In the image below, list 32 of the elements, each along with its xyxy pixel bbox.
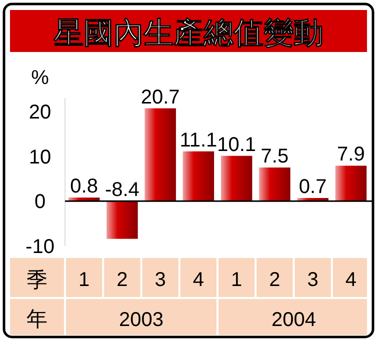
text: 2003 — [119, 309, 164, 331]
x-tick-label: 3 — [154, 269, 166, 291]
x-axis-title: 季 — [26, 268, 48, 292]
text: 年 — [26, 307, 48, 331]
bar — [335, 166, 367, 202]
data-label: 7.9 — [337, 144, 365, 166]
bar — [220, 156, 252, 202]
text: 2004 — [272, 309, 316, 331]
bar — [106, 201, 138, 239]
data-label: 7.5 — [260, 146, 289, 168]
x-tick-label: 2 — [269, 269, 280, 291]
y-tick-label: 20 — [28, 101, 52, 124]
y-tick-label: 10 — [28, 146, 52, 168]
x-tick-label: 2 — [116, 269, 128, 291]
x-tick-label: 1 — [231, 269, 242, 291]
title: 星國內生產總值變動 — [54, 16, 324, 51]
x-tick-label: 3 — [307, 269, 318, 291]
y-tick-label: -10 — [26, 236, 54, 258]
x-tick-label: 4 — [192, 269, 204, 291]
x-tick-label: 4 — [345, 269, 356, 291]
data-label: 20.7 — [140, 86, 180, 108]
x-tick-label: 1 — [78, 269, 90, 291]
data-label: 0.7 — [298, 176, 327, 198]
data-label: 0.8 — [70, 176, 98, 198]
bar — [259, 168, 290, 202]
bar — [182, 151, 214, 202]
bar — [144, 108, 176, 202]
data-label: 11.1 — [180, 129, 218, 152]
data-label: -8.4 — [104, 179, 140, 202]
data-label: 10.1 — [217, 134, 256, 156]
y-tick-label: 0 — [34, 191, 46, 214]
y-axis-title: % — [31, 67, 50, 89]
